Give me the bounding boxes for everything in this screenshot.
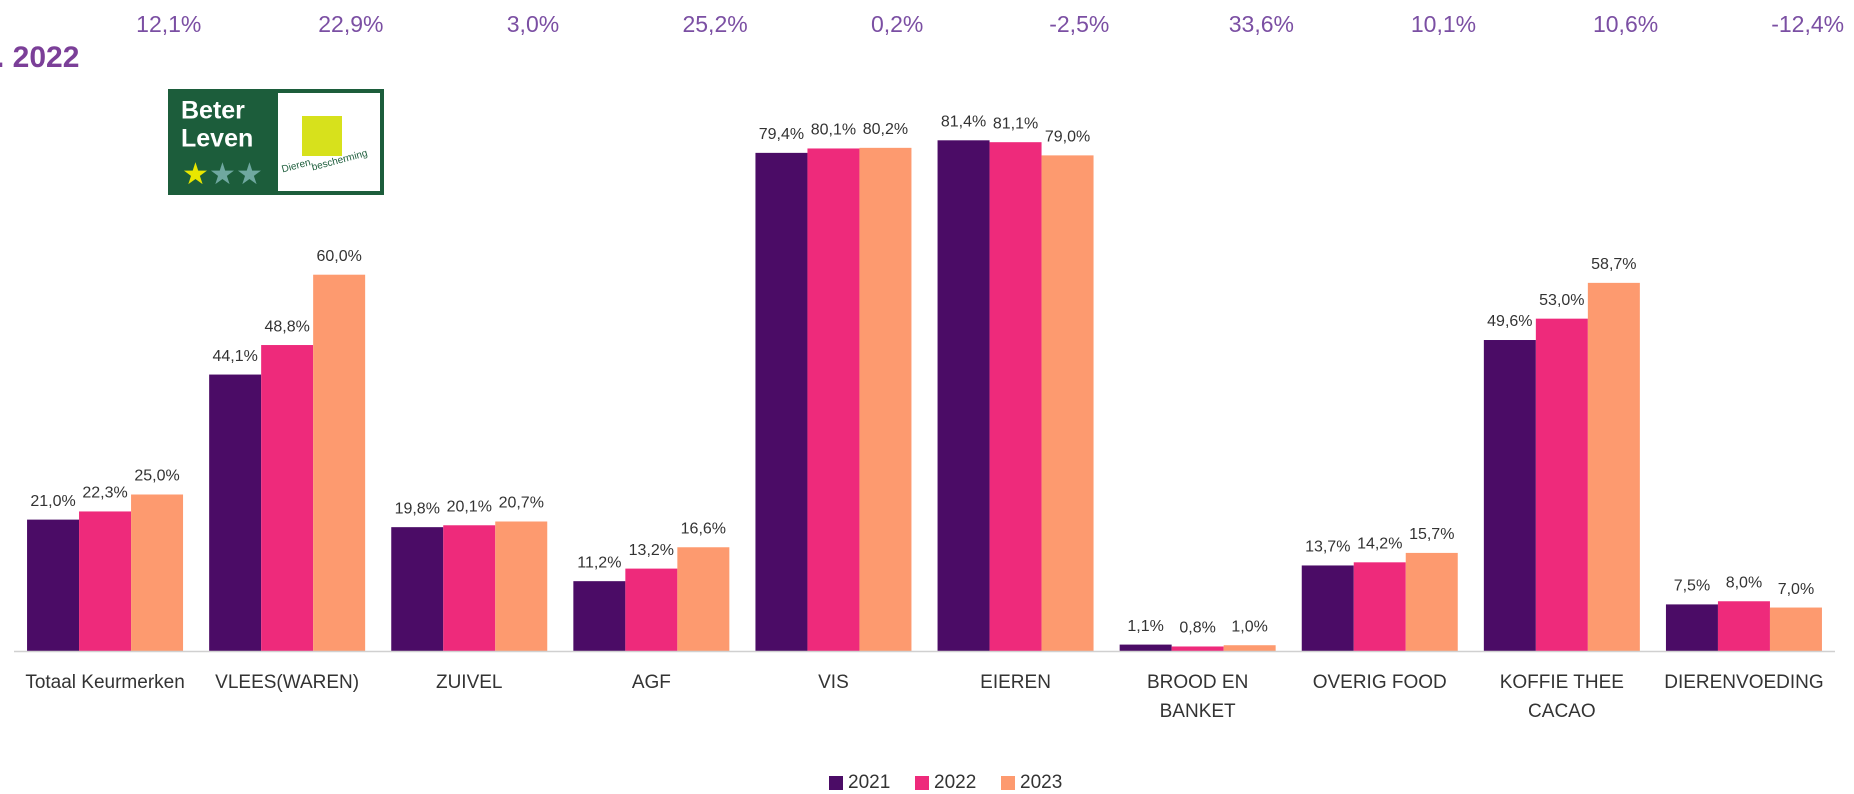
value-label: 0,8%: [1179, 620, 1215, 637]
bar: [1769, 607, 1822, 652]
bar: [807, 148, 860, 652]
bar: [1353, 562, 1406, 652]
value-label: 19,8%: [395, 500, 440, 517]
annotation: 22,9%: [318, 11, 383, 37]
value-label: 81,4%: [941, 114, 986, 131]
value-label: 1,1%: [1127, 618, 1163, 635]
value-label: 53,0%: [1539, 292, 1584, 309]
value-label: 11,2%: [577, 554, 621, 571]
annotation: 10,1%: [1411, 11, 1476, 37]
value-label: 8,0%: [1726, 574, 1762, 591]
annotation: 3,0%: [507, 11, 559, 37]
logo-square: [302, 116, 342, 156]
bar: [1171, 646, 1224, 652]
x-tick-label: ZUIVEL: [436, 672, 503, 693]
value-label: 48,8%: [264, 318, 309, 335]
bar: [677, 547, 730, 652]
value-label: 80,1%: [811, 122, 856, 139]
x-tick-label: KOFFIE THEE CACAO: [1500, 672, 1624, 722]
value-label: 16,6%: [681, 520, 726, 537]
annotation: -12,4%: [1771, 11, 1844, 37]
bar: [1041, 155, 1094, 652]
bar: [1119, 644, 1172, 652]
x-tick-line: BROOD EN: [1147, 672, 1248, 693]
x-tick-line: CACAO: [1528, 701, 1596, 722]
legend-swatch: [915, 776, 929, 790]
bar: [1223, 645, 1276, 652]
value-label: 79,0%: [1045, 129, 1090, 146]
bar: [495, 521, 548, 652]
annotation: 0,2%: [871, 11, 923, 37]
bar: [1587, 282, 1640, 652]
bar: [1405, 552, 1458, 652]
value-label: 1,0%: [1231, 618, 1267, 635]
bar: [937, 140, 990, 652]
legend-label: 2022: [934, 772, 976, 793]
value-label: 21,0%: [30, 493, 75, 510]
bar: [625, 568, 678, 652]
bar: [209, 374, 262, 652]
legend-label: 2023: [1020, 772, 1062, 793]
bar: [859, 147, 912, 652]
value-label: 49,6%: [1487, 313, 1532, 330]
value-label: 22,3%: [82, 485, 127, 502]
legend-swatch: [1001, 776, 1015, 790]
bar: [1535, 318, 1588, 652]
value-label: 79,4%: [759, 126, 804, 143]
x-tick-label: VIS: [818, 672, 849, 693]
annotation: -2,5%: [1049, 11, 1109, 37]
bar: [27, 519, 80, 652]
value-label: 20,1%: [447, 498, 492, 515]
logo-star: ★: [236, 158, 263, 191]
x-tick-label: DIERENVOEDING: [1664, 672, 1823, 693]
chart-title: . 2022: [0, 41, 79, 74]
x-tick-label: VLEES(WAREN): [215, 672, 359, 693]
value-label: 7,0%: [1778, 581, 1814, 598]
value-label: 25,0%: [134, 468, 179, 485]
bar: [989, 142, 1042, 652]
bar: [1301, 565, 1354, 652]
value-label: 20,7%: [499, 495, 544, 512]
annotation: 12,1%: [136, 11, 201, 37]
value-label: 80,2%: [863, 121, 908, 138]
value-label: 58,7%: [1591, 256, 1636, 273]
value-label: 15,7%: [1409, 526, 1454, 543]
logo-star: ★: [182, 158, 209, 191]
x-tick-label: AGF: [632, 672, 671, 693]
value-label: 13,7%: [1305, 539, 1350, 556]
bar: [573, 581, 626, 652]
value-label: 13,2%: [629, 542, 674, 559]
logo: Beter Leven ★ ★ ★ Dieren bescherming: [168, 89, 384, 195]
annotation: 25,2%: [682, 11, 747, 37]
x-tick-line: KOFFIE THEE: [1500, 672, 1624, 693]
legend-label: 2021: [848, 772, 890, 793]
logo-star: ★: [209, 158, 236, 191]
logo-text: Leven: [181, 125, 253, 153]
bar: [79, 511, 132, 652]
bar: [1717, 601, 1770, 652]
x-tick-label: OVERIG FOOD: [1313, 672, 1447, 693]
value-label: 44,1%: [212, 348, 257, 365]
value-label: 81,1%: [993, 115, 1038, 132]
bar: [755, 152, 808, 652]
bar: [131, 494, 184, 652]
annotation: 10,6%: [1593, 11, 1658, 37]
value-label: 60,0%: [316, 248, 361, 265]
legend-swatch: [829, 776, 843, 790]
logo-text: Beter: [181, 97, 245, 125]
bar: [443, 525, 496, 652]
annotation: 33,6%: [1229, 11, 1294, 37]
x-tick-line: BANKET: [1160, 701, 1236, 722]
x-tick-label: Totaal Keurmerken: [25, 672, 184, 693]
bar: [261, 345, 314, 652]
x-tick-label: EIEREN: [980, 672, 1051, 693]
x-tick-label: BROOD EN BANKET: [1147, 672, 1248, 722]
bar: [313, 274, 366, 652]
bar: [1483, 340, 1536, 652]
value-label: 14,2%: [1357, 536, 1402, 553]
bar: [391, 527, 444, 652]
bar: [1665, 604, 1718, 652]
value-label: 7,5%: [1674, 578, 1710, 595]
